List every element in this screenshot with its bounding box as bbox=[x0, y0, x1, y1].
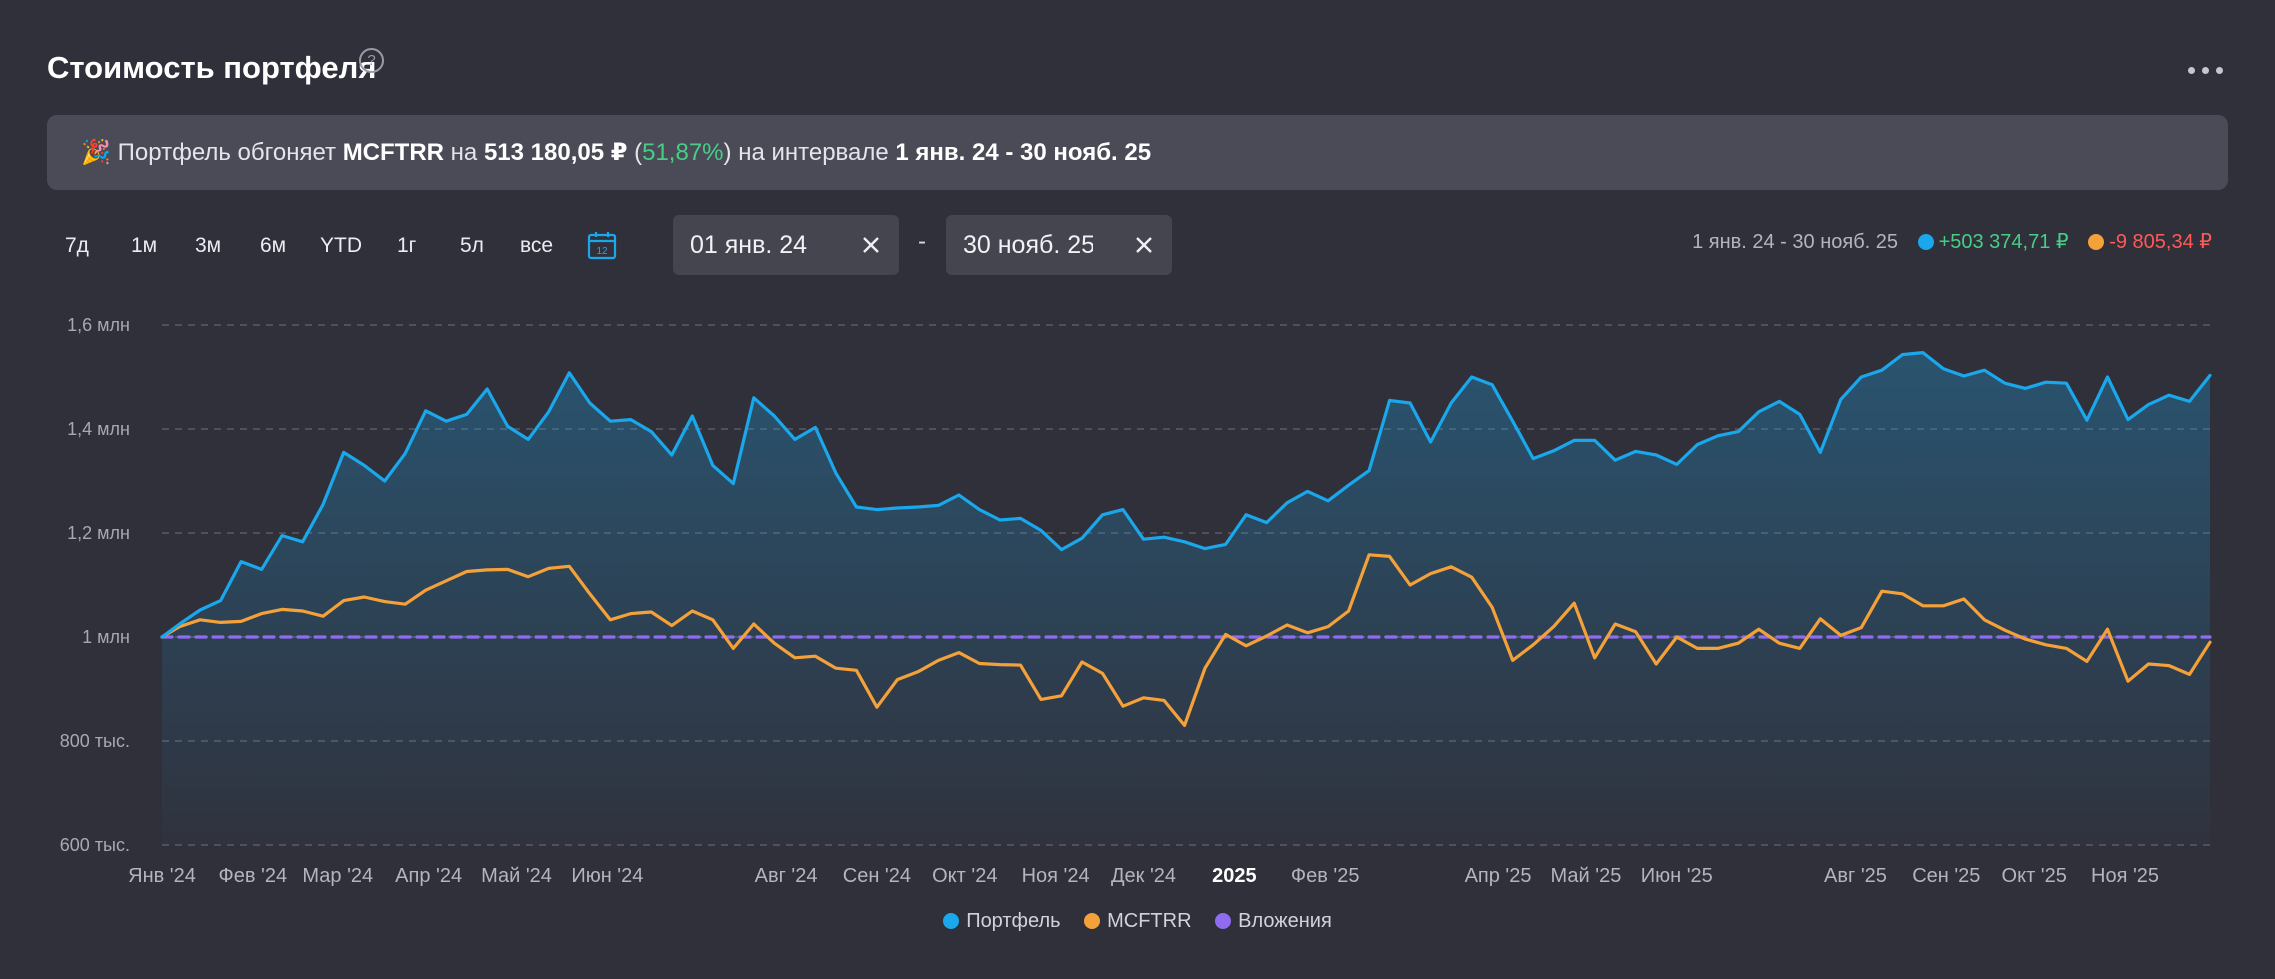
legend-item-benchmark[interactable]: MCFTRR bbox=[1084, 910, 1192, 933]
x-tick-label: Авг '24 bbox=[755, 865, 818, 887]
x-tick-label: 2025 bbox=[1212, 865, 1257, 887]
party-popper-icon: 🎉 bbox=[81, 139, 111, 166]
benchmark-line bbox=[160, 553, 2212, 727]
clear-date-from-icon[interactable] bbox=[857, 231, 885, 259]
benchmark-dot-icon bbox=[2088, 234, 2105, 250]
banner-diff-percent: 51,87% bbox=[642, 139, 724, 166]
x-tick-label: Сен '25 bbox=[1912, 865, 1980, 887]
period-1m-button[interactable]: 1м bbox=[131, 234, 158, 257]
period-ytd-button[interactable]: YTD bbox=[320, 234, 362, 257]
clear-date-to-icon[interactable] bbox=[1130, 231, 1158, 259]
banner-interval: 1 янв. 24 - 30 нояб. 25 bbox=[895, 139, 1152, 166]
help-icon[interactable]: ? bbox=[359, 48, 384, 73]
x-tick-label: Фев '24 bbox=[219, 865, 288, 887]
period-1y-button[interactable]: 1г bbox=[397, 234, 417, 257]
x-tick-label: Окт '24 bbox=[932, 865, 997, 887]
y-tick-label: 1,6 млн bbox=[67, 315, 130, 335]
comparison-banner: 🎉 Портфель обгоняет MCFTRR на 513 180,05… bbox=[47, 115, 2228, 190]
x-tick-label: Янв '24 bbox=[128, 865, 196, 887]
period-7d-button[interactable]: 7д bbox=[65, 234, 89, 257]
x-tick-label: Окт '25 bbox=[2002, 865, 2067, 887]
legend-item-investments[interactable]: Вложения bbox=[1215, 910, 1332, 933]
calendar-icon[interactable]: 12 bbox=[586, 229, 618, 261]
range-summary: 1 янв. 24 - 30 нояб. 25 +503 374,71 ₽ -9… bbox=[1692, 229, 2212, 254]
chart-legend: Портфель MCFTRR Вложения bbox=[0, 910, 2275, 933]
x-tick-label: Июн '24 bbox=[571, 865, 643, 887]
x-tick-label: Мар '24 bbox=[302, 865, 373, 887]
banner-text-on: на bbox=[450, 139, 478, 166]
date-from-box bbox=[673, 215, 899, 275]
x-tick-label: Ноя '24 bbox=[1022, 865, 1090, 887]
benchmark-change: -9 805,34 ₽ bbox=[2109, 231, 2212, 253]
y-tick-label: 1,2 млн bbox=[67, 523, 130, 543]
y-tick-label: 1 млн bbox=[82, 627, 130, 647]
date-to-box bbox=[946, 215, 1172, 275]
y-tick-label: 600 тыс. bbox=[60, 835, 130, 855]
x-tick-label: Июн '25 bbox=[1641, 865, 1713, 887]
x-tick-label: Май '24 bbox=[481, 865, 552, 887]
investments-legend-dot-icon bbox=[1215, 913, 1232, 929]
calendar-day: 12 bbox=[596, 246, 608, 257]
banner-text-interval: на интервале bbox=[738, 139, 889, 166]
x-tick-label: Ноя '25 bbox=[2091, 865, 2159, 887]
period-5y-button[interactable]: 5л bbox=[460, 234, 484, 257]
legend-label-benchmark: MCFTRR bbox=[1107, 910, 1192, 932]
x-tick-label: Авг '25 bbox=[1824, 865, 1887, 887]
x-tick-label: Май '25 bbox=[1551, 865, 1622, 887]
y-tick-label: 800 тыс. bbox=[60, 731, 130, 751]
period-6m-button[interactable]: 6м bbox=[260, 234, 287, 257]
period-all-button[interactable]: все bbox=[520, 234, 554, 257]
x-tick-label: Сен '24 bbox=[843, 865, 911, 887]
banner-paren-close: ) bbox=[723, 139, 732, 166]
legend-item-portfolio[interactable]: Портфель bbox=[943, 910, 1061, 933]
portfolio-legend-dot-icon bbox=[943, 913, 960, 929]
banner-paren-open: ( bbox=[634, 139, 643, 166]
date-to-input[interactable] bbox=[963, 225, 1093, 265]
legend-label-investments: Вложения bbox=[1238, 910, 1332, 932]
date-from-input[interactable] bbox=[690, 225, 820, 265]
banner-text: Портфель обгоняет bbox=[117, 139, 337, 166]
x-tick-label: Апр '24 bbox=[395, 865, 462, 887]
benchmark-legend-dot-icon bbox=[1084, 913, 1101, 929]
portfolio-change: +503 374,71 ₽ bbox=[1938, 231, 2069, 253]
x-tick-label: Апр '25 bbox=[1465, 865, 1532, 887]
portfolio-line bbox=[160, 351, 2212, 639]
period-3m-button[interactable]: 3м bbox=[195, 234, 222, 257]
page-title: Стоимость портфеля bbox=[47, 50, 377, 85]
date-separator: - bbox=[918, 228, 926, 255]
legend-label-portfolio: Портфель bbox=[966, 910, 1061, 932]
banner-diff-value: 513 180,05 ₽ bbox=[483, 139, 628, 166]
y-tick-label: 1,4 млн bbox=[67, 419, 130, 439]
x-tick-label: Фев '25 bbox=[1291, 865, 1360, 887]
range-summary-period: 1 янв. 24 - 30 нояб. 25 bbox=[1692, 231, 1899, 253]
banner-benchmark: MCFTRR bbox=[342, 139, 444, 166]
chart-header: Стоимость портфеля ? bbox=[47, 44, 2228, 96]
more-options-icon[interactable] bbox=[2184, 48, 2228, 88]
portfolio-area bbox=[162, 352, 2210, 845]
portfolio-dot-icon bbox=[1917, 234, 1934, 250]
x-tick-label: Дек '24 bbox=[1111, 865, 1176, 887]
portfolio-value-chart[interactable]: 600 тыс. 800 тыс. 1 млн 1,2 млн 1,4 млн 1,6 м… bbox=[0, 300, 2275, 900]
